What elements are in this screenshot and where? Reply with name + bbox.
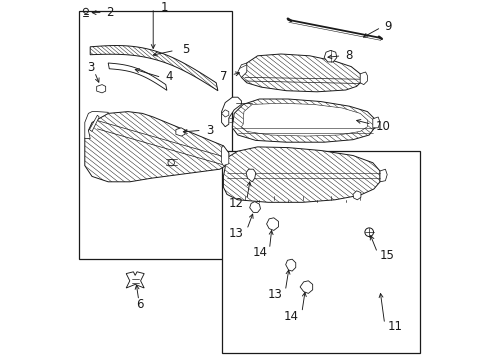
Bar — [221, 151, 419, 353]
Text: 14: 14 — [252, 246, 268, 259]
Polygon shape — [242, 54, 362, 92]
Polygon shape — [246, 169, 256, 182]
Text: 3: 3 — [87, 61, 95, 74]
Text: 5: 5 — [182, 43, 189, 56]
Text: 14: 14 — [284, 310, 299, 323]
Polygon shape — [126, 272, 144, 288]
Polygon shape — [90, 45, 218, 91]
Text: 11: 11 — [387, 320, 402, 333]
Polygon shape — [223, 147, 380, 202]
Polygon shape — [360, 72, 368, 85]
Polygon shape — [232, 99, 374, 142]
Text: 4: 4 — [166, 70, 173, 83]
Text: 3: 3 — [206, 124, 214, 137]
Polygon shape — [380, 169, 387, 182]
Polygon shape — [242, 103, 368, 136]
Text: 12: 12 — [228, 197, 243, 210]
Polygon shape — [176, 128, 185, 136]
Polygon shape — [85, 112, 229, 182]
Text: 15: 15 — [380, 249, 395, 262]
Text: 2: 2 — [106, 6, 114, 19]
Bar — [79, 11, 232, 259]
Polygon shape — [90, 45, 218, 91]
Polygon shape — [286, 259, 296, 271]
Polygon shape — [85, 112, 108, 139]
Text: 6: 6 — [136, 298, 144, 311]
Polygon shape — [221, 97, 242, 127]
Text: 8: 8 — [345, 49, 352, 62]
Polygon shape — [250, 202, 261, 212]
Text: 9: 9 — [385, 20, 392, 33]
Polygon shape — [232, 99, 374, 142]
Text: 13: 13 — [268, 288, 283, 301]
Polygon shape — [108, 63, 167, 90]
Polygon shape — [97, 85, 106, 93]
Polygon shape — [85, 112, 229, 182]
Polygon shape — [221, 110, 229, 117]
Polygon shape — [324, 50, 337, 62]
Text: 1: 1 — [160, 1, 168, 14]
Polygon shape — [242, 54, 362, 92]
Polygon shape — [353, 191, 361, 200]
Polygon shape — [223, 147, 380, 202]
Text: 13: 13 — [228, 227, 243, 240]
Text: 7: 7 — [220, 70, 227, 83]
Text: 10: 10 — [375, 120, 390, 133]
Polygon shape — [300, 281, 313, 293]
Polygon shape — [267, 218, 278, 230]
Polygon shape — [221, 146, 229, 166]
Polygon shape — [373, 117, 380, 128]
Polygon shape — [238, 63, 247, 77]
Polygon shape — [90, 115, 99, 131]
